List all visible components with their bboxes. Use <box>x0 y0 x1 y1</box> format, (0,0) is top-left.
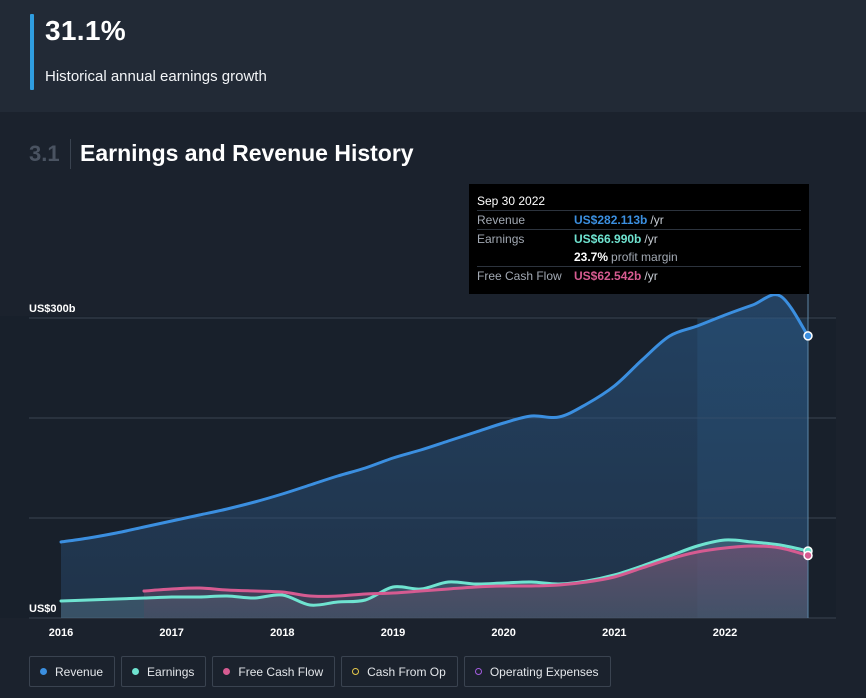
legend-label: Cash From Op <box>367 664 446 679</box>
tooltip-divider <box>477 266 801 267</box>
section-title: Earnings and Revenue History <box>80 140 414 166</box>
operating-expenses-circle-icon <box>474 668 482 675</box>
x-tick-label: 2016 <box>49 627 73 639</box>
chart-tooltip: Sep 30 2022 Revenue US$282.113b/yr Earni… <box>469 184 809 294</box>
x-tick-label: 2021 <box>602 627 626 639</box>
x-tick-label: 2020 <box>491 627 515 639</box>
legend-item-operating-expenses[interactable]: Operating Expenses <box>463 656 611 687</box>
tooltip-divider <box>477 229 801 230</box>
section-number: 3.1 <box>29 141 60 166</box>
profit-margin-label: profit margin <box>611 250 678 264</box>
tooltip-value-revenue: US$282.113b <box>574 213 648 227</box>
free-cash-flow-end-marker <box>803 550 813 561</box>
tooltip-label-revenue: Revenue <box>477 213 526 227</box>
revenue-dot-icon <box>40 668 47 675</box>
legend-label: Revenue <box>55 664 104 679</box>
free-cash-flow-area <box>144 546 808 618</box>
x-tick-label: 2022 <box>713 627 737 639</box>
tooltip-value-earnings: US$66.990b <box>574 232 642 246</box>
growth-value: 31.1% <box>45 15 126 46</box>
y-tick-label: US$0 <box>29 603 57 615</box>
tooltip-profit-margin: 23.7% profit margin <box>574 250 678 264</box>
tooltip-unit-fcf: /yr <box>644 269 658 283</box>
tooltip-date: Sep 30 2022 <box>477 194 546 208</box>
legend-label: Earnings <box>147 664 195 679</box>
tooltip-unit-revenue: /yr <box>650 213 664 227</box>
revenue-end-marker <box>803 331 813 341</box>
revenue-area <box>61 294 808 618</box>
chart-legend: Revenue Earnings Free Cash Flow Cash Fro… <box>29 656 611 687</box>
tooltip-label-earnings: Earnings <box>477 232 525 246</box>
growth-summary-panel: 31.1% Historical annual earnings growth <box>0 0 866 112</box>
earnings-line <box>59 538 810 607</box>
tooltip-value-fcf: US$62.542b <box>574 269 642 283</box>
earnings-revenue-chart[interactable]: US$300b US$0 2016 2017 2018 2019 2020 2021 2022 <box>0 180 866 650</box>
legend-label: Free Cash Flow <box>238 664 324 679</box>
x-tick-label: 2017 <box>159 627 183 639</box>
y-tick-label: US$300b <box>29 303 76 315</box>
legend-item-earnings[interactable]: Earnings <box>121 656 207 687</box>
tooltip-unit-earnings: /yr <box>644 232 658 246</box>
tooltip-divider <box>477 210 801 211</box>
tooltip-label-fcf: Free Cash Flow <box>477 269 562 283</box>
cash-from-op-circle-icon <box>352 668 360 675</box>
section-divider <box>70 139 71 169</box>
free-cash-flow-dot-icon <box>223 668 231 675</box>
legend-item-free-cash-flow[interactable]: Free Cash Flow <box>212 656 336 687</box>
x-tick-label: 2018 <box>270 627 294 639</box>
legend-label: Operating Expenses <box>489 664 599 679</box>
accent-bar <box>30 14 34 90</box>
free-cash-flow-line <box>142 544 810 598</box>
growth-caption: Historical annual earnings growth <box>45 68 267 85</box>
x-tick-label: 2019 <box>381 627 405 639</box>
revenue-line <box>59 293 810 544</box>
legend-item-cash-from-op[interactable]: Cash From Op <box>341 656 458 687</box>
profit-margin-value: 23.7% <box>574 250 609 264</box>
legend-item-revenue[interactable]: Revenue <box>29 656 116 687</box>
earnings-dot-icon <box>132 668 140 675</box>
